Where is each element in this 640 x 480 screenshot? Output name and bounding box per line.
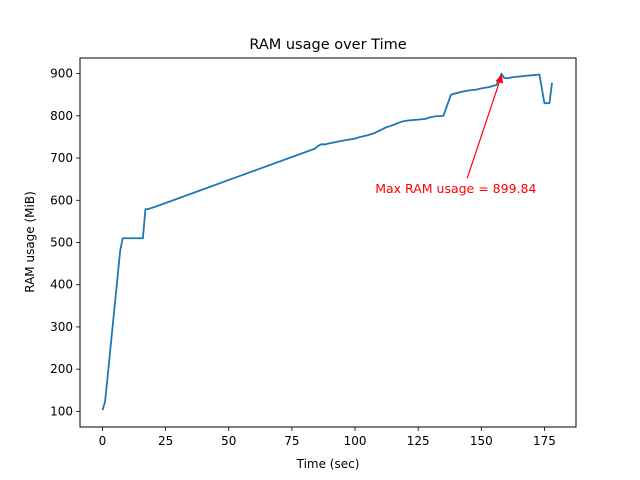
x-tick-label: 175 (533, 434, 556, 448)
y-tick-label: 900 (50, 67, 73, 81)
y-tick-label: 500 (50, 236, 73, 250)
y-axis-label: RAM usage (MiB) (23, 191, 37, 293)
x-axis: 0 25 50 75 100 125 150 175 (99, 427, 556, 448)
y-tick-label: 800 (50, 109, 73, 123)
axes-frame (79, 57, 577, 428)
chart-title: RAM usage over Time (249, 37, 406, 53)
annotation-text: Max RAM usage = 899.84 (375, 181, 536, 196)
y-tick-label: 600 (50, 193, 73, 207)
y-tick-label: 100 (50, 404, 73, 418)
x-tick-label: 50 (221, 434, 236, 448)
x-tick-label: 0 (99, 434, 107, 448)
y-tick-label: 200 (50, 362, 73, 376)
x-tick-label: 150 (470, 434, 493, 448)
x-axis-label: Time (sec) (296, 457, 360, 471)
x-tick-label: 25 (158, 434, 173, 448)
annotation-arrow (466, 74, 504, 179)
y-tick-label: 300 (50, 320, 73, 334)
y-axis: 100 200 300 400 500 600 700 800 900 (50, 67, 80, 418)
x-tick-label: 75 (284, 434, 299, 448)
x-tick-label: 125 (407, 434, 430, 448)
x-tick-label: 100 (344, 434, 367, 448)
y-tick-label: 700 (50, 151, 73, 165)
y-tick-label: 400 (50, 278, 73, 292)
